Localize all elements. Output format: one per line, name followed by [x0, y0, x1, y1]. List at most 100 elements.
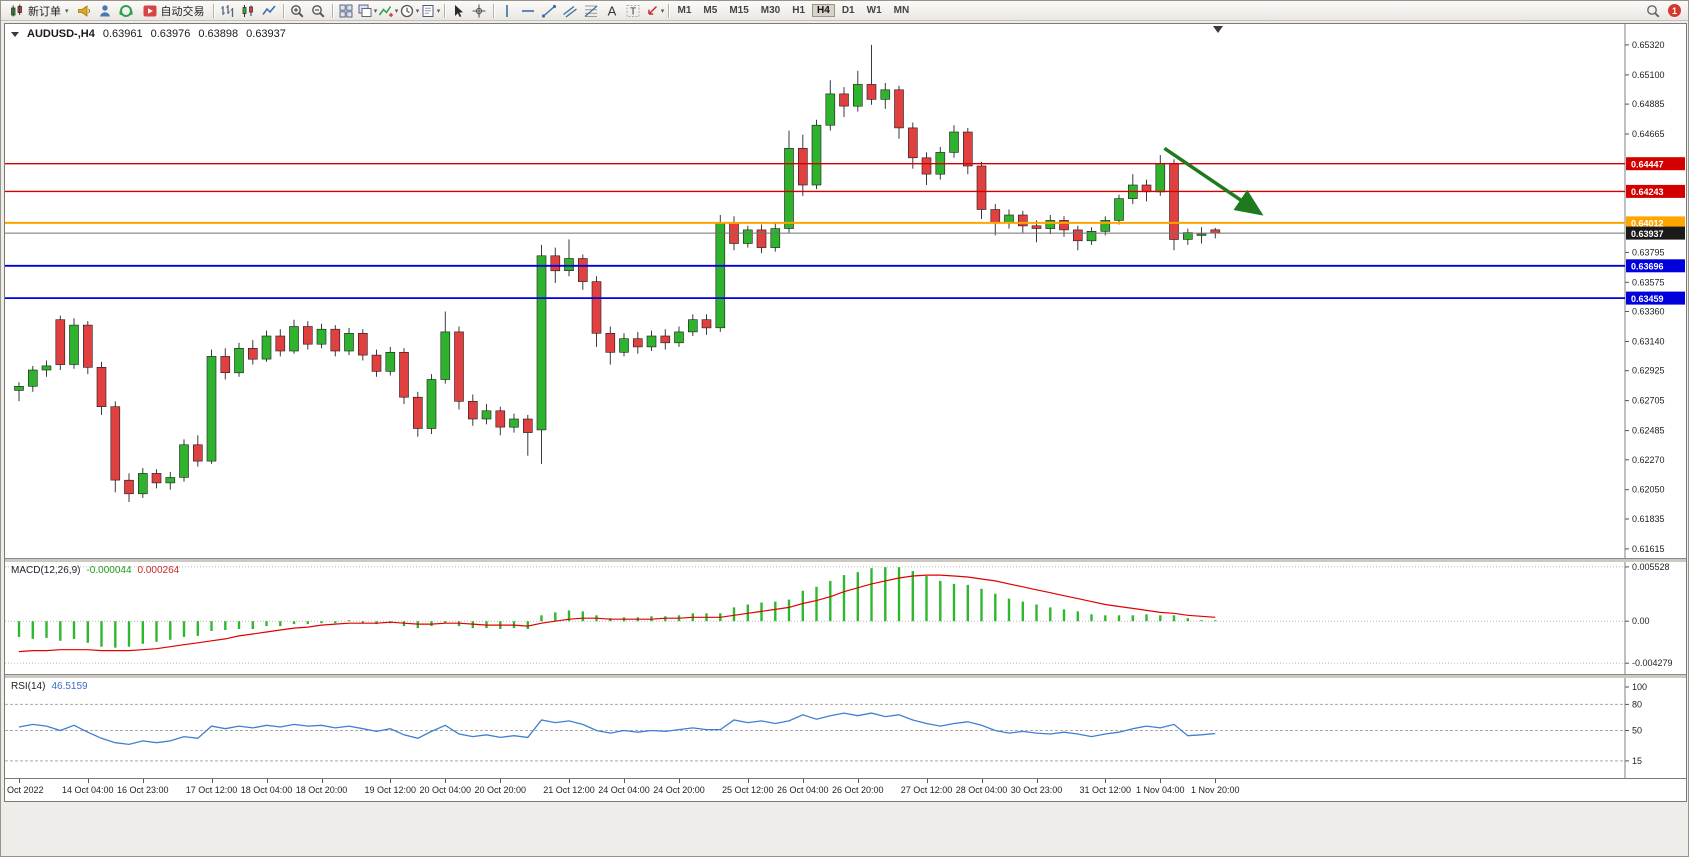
candle-body[interactable] — [756, 229, 767, 248]
candle-body[interactable] — [412, 396, 423, 429]
candle-body[interactable] — [632, 338, 643, 348]
candle-body[interactable] — [193, 444, 203, 462]
zoom-in-icon[interactable] — [287, 2, 308, 19]
panel-separator[interactable] — [5, 674, 1686, 678]
candle-body[interactable] — [467, 400, 478, 420]
chart-shift-marker[interactable] — [1213, 26, 1223, 33]
candle-body[interactable] — [976, 165, 987, 210]
candle-body[interactable] — [509, 418, 519, 428]
candle-body[interactable] — [784, 148, 794, 229]
fibonacci-icon[interactable] — [581, 2, 602, 19]
main-chart-canvas[interactable]: 0.65320 0.65100 0.64885 0.64665 0.63795 0.635… — [5, 24, 1686, 558]
candle-body[interactable] — [591, 281, 602, 334]
new-order-button[interactable]: 新订单 ▾ — [4, 2, 74, 19]
candle-body[interactable] — [866, 84, 877, 100]
candle-body[interactable] — [454, 331, 464, 402]
candle-body[interactable] — [660, 335, 671, 344]
candle-body[interactable] — [248, 347, 258, 360]
timeframe-button-M5[interactable]: M5 — [703, 5, 718, 16]
cursor-icon[interactable] — [448, 2, 469, 19]
arrows-icon[interactable]: ▾ — [644, 2, 665, 19]
candle-body[interactable] — [399, 351, 409, 398]
candle-body[interactable] — [701, 319, 712, 329]
tile-windows-icon[interactable] — [336, 2, 357, 19]
macd-canvas[interactable]: 0.005528 0.00 -0.004279 — [5, 562, 1686, 674]
line-chart-icon[interactable] — [259, 2, 280, 19]
equidistant-channel-icon[interactable] — [560, 2, 581, 19]
one-click-trading-icon[interactable] — [11, 31, 19, 37]
macd-axis[interactable] — [1625, 562, 1686, 674]
candle-body[interactable] — [344, 332, 354, 352]
search-icon[interactable] — [1642, 2, 1663, 19]
candle-body[interactable] — [495, 410, 506, 428]
candle-body[interactable] — [619, 338, 629, 353]
candle-body[interactable] — [962, 131, 973, 167]
candle-body[interactable] — [165, 477, 176, 484]
timeframe-button-M30[interactable]: M30 — [760, 5, 781, 16]
candle-body[interactable] — [261, 335, 272, 360]
bar-chart-icon[interactable] — [217, 2, 238, 19]
candle-body[interactable] — [316, 328, 327, 345]
indicators-icon[interactable]: ▾ — [378, 2, 399, 19]
timeframe-button-W1[interactable]: W1 — [866, 5, 882, 16]
zoom-out-icon[interactable] — [308, 2, 329, 19]
candle-body[interactable] — [96, 366, 107, 407]
candle-body[interactable] — [110, 406, 121, 481]
candle-body[interactable] — [14, 385, 24, 391]
candle-body[interactable] — [330, 328, 341, 352]
candle-body[interactable] — [1086, 231, 1097, 242]
candle-body[interactable] — [825, 93, 836, 126]
candle-body[interactable] — [687, 319, 698, 333]
candle-body[interactable] — [715, 222, 726, 329]
candle-body[interactable] — [839, 93, 849, 107]
timeframe-button-H1[interactable]: H1 — [792, 5, 806, 16]
candle-body[interactable] — [1017, 214, 1028, 227]
candle-body[interactable] — [138, 473, 148, 495]
candle-body[interactable] — [894, 89, 904, 129]
alert-sound-icon[interactable] — [74, 2, 95, 19]
candle-body[interactable] — [907, 127, 918, 159]
candle-body[interactable] — [357, 332, 368, 356]
candle-body[interactable] — [27, 369, 38, 387]
price-axis[interactable] — [1625, 24, 1686, 558]
candle-body[interactable] — [536, 255, 547, 431]
candle-body[interactable] — [55, 319, 66, 365]
candle-body[interactable] — [124, 479, 134, 495]
timeframe-button-D1[interactable]: D1 — [841, 5, 855, 16]
candle-body[interactable] — [83, 324, 93, 368]
candle-body[interactable] — [151, 473, 162, 484]
crosshair-icon[interactable] — [469, 2, 490, 19]
candle-body[interactable] — [1183, 232, 1193, 240]
periods-icon[interactable]: ▾ — [399, 2, 420, 19]
candle-body[interactable] — [1169, 163, 1179, 240]
candle-body[interactable] — [1059, 220, 1069, 231]
cascade-windows-icon[interactable]: ▾ — [357, 2, 378, 19]
candle-body[interactable] — [852, 84, 863, 107]
candle-body[interactable] — [371, 354, 382, 372]
timeframe-button-MN[interactable]: MN — [893, 5, 910, 16]
candle-body[interactable] — [440, 331, 451, 380]
candle-body[interactable] — [990, 209, 1001, 224]
rsi-axis[interactable] — [1625, 678, 1686, 778]
text-label-icon[interactable]: T — [623, 2, 644, 19]
trendline-icon[interactable] — [539, 2, 560, 19]
trend-arrow[interactable] — [1163, 146, 1264, 216]
candle-body[interactable] — [41, 365, 52, 371]
candle-body[interactable] — [1155, 163, 1166, 193]
candle-body[interactable] — [577, 258, 588, 282]
candle-body[interactable] — [880, 89, 891, 100]
candlestick-chart-icon[interactable] — [238, 2, 259, 19]
candle-body[interactable] — [646, 335, 657, 348]
candle-body[interactable] — [1114, 198, 1124, 221]
candle-body[interactable] — [426, 379, 437, 429]
candle-body[interactable] — [742, 229, 753, 244]
candle-body[interactable] — [1045, 220, 1056, 229]
candle-body[interactable] — [69, 324, 79, 365]
candle-body[interactable] — [811, 124, 822, 186]
profile-icon[interactable] — [95, 2, 116, 19]
candle-body[interactable] — [605, 332, 616, 353]
candle-body[interactable] — [674, 331, 684, 344]
candle-body[interactable] — [481, 410, 492, 420]
timeframe-button-H4[interactable]: H4 — [812, 4, 835, 17]
